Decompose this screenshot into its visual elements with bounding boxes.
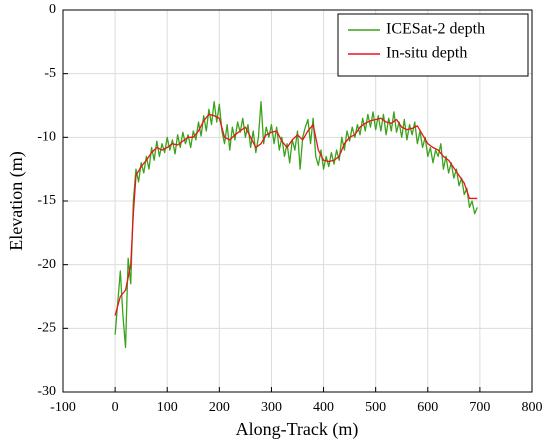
legend-label: ICESat-2 depth: [386, 21, 485, 38]
legend-label: In-situ depth: [386, 45, 467, 62]
x-tick-label: 400: [313, 400, 334, 415]
x-tick-label: 0: [112, 400, 119, 415]
data-line: [114, 113, 478, 316]
x-tick-label: 800: [522, 400, 543, 415]
y-tick-label: -30: [37, 384, 56, 399]
x-axis-title: Along-Track (m): [236, 419, 359, 440]
x-tick-label: 600: [417, 400, 438, 415]
x-tick-label: 200: [209, 400, 230, 415]
x-tick-label: 700: [469, 400, 490, 415]
x-tick-label: 500: [365, 400, 386, 415]
legend-box: [337, 13, 529, 77]
y-tick-label: -5: [44, 66, 56, 81]
x-tick-label: -100: [50, 400, 76, 415]
data-line: [114, 101, 478, 349]
plot-frame: [62, 9, 533, 393]
y-tick-label: -25: [37, 321, 56, 336]
x-tick-label: 100: [157, 400, 178, 415]
y-tick-label: -10: [37, 130, 56, 145]
y-tick-label: -15: [37, 193, 56, 208]
y-axis-title: Elevation (m): [6, 151, 27, 250]
y-tick-label: 0: [49, 2, 56, 17]
x-tick-label: 300: [261, 400, 282, 415]
y-tick-label: -20: [37, 257, 56, 272]
